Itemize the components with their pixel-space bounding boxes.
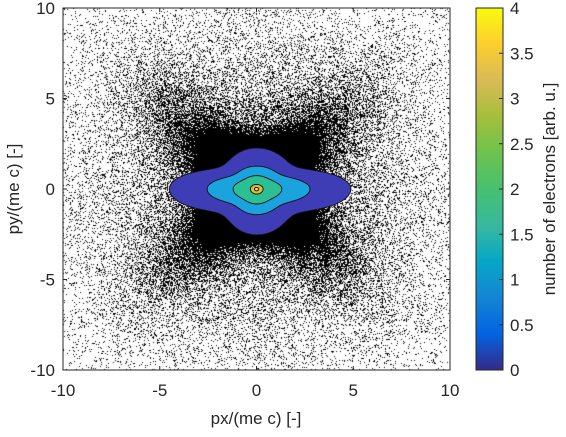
y-tick-label: 5 <box>46 90 55 109</box>
x-axis-label: px/(me c) [-] <box>211 409 302 428</box>
colorbar-tick-label: 4 <box>510 0 519 18</box>
colorbar-tick-label: 0 <box>510 361 519 380</box>
colorbar-ticks: 0 0.5 1 1.5 2 2.5 3 3.5 4 <box>499 0 534 380</box>
colorbar-tick-label: 2 <box>510 180 519 199</box>
colorbar-tick-label: 1.5 <box>510 225 534 244</box>
colorbar-tick-label: 2.5 <box>510 135 534 154</box>
y-axis: -10 -5 0 5 10 <box>30 0 450 380</box>
colorbar-label: number of electrons [arb. u.] <box>540 83 559 296</box>
y-tick-label: -10 <box>30 361 55 380</box>
y-tick-label: 10 <box>36 0 55 18</box>
colorbar-tick-label: 0.5 <box>510 316 534 335</box>
contour-level-5 <box>254 186 260 192</box>
y-axis-label: py/(me c) [-] <box>4 144 23 235</box>
colorbar-gradient <box>475 7 504 371</box>
colorbar-tick-label: 3.5 <box>510 44 534 63</box>
y-tick-label: 0 <box>46 180 55 199</box>
colorbar-tick-label: 1 <box>510 271 519 290</box>
x-axis: -10 -5 0 5 10 <box>51 8 460 400</box>
x-tick-label: -5 <box>152 381 167 400</box>
x-tick-label: 5 <box>349 381 358 400</box>
y-tick-label: -5 <box>40 271 55 290</box>
density-contours <box>168 147 352 236</box>
x-tick-label: 0 <box>252 381 261 400</box>
colorbar: 0 0.5 1 1.5 2 2.5 3 3.5 4 <box>475 0 534 380</box>
x-tick-label: 10 <box>441 381 460 400</box>
plot-area: -10 -5 0 5 10 -10 -5 0 5 10 <box>30 0 459 400</box>
colorbar-tick-label: 3 <box>510 90 519 109</box>
x-tick-label: -10 <box>51 381 76 400</box>
